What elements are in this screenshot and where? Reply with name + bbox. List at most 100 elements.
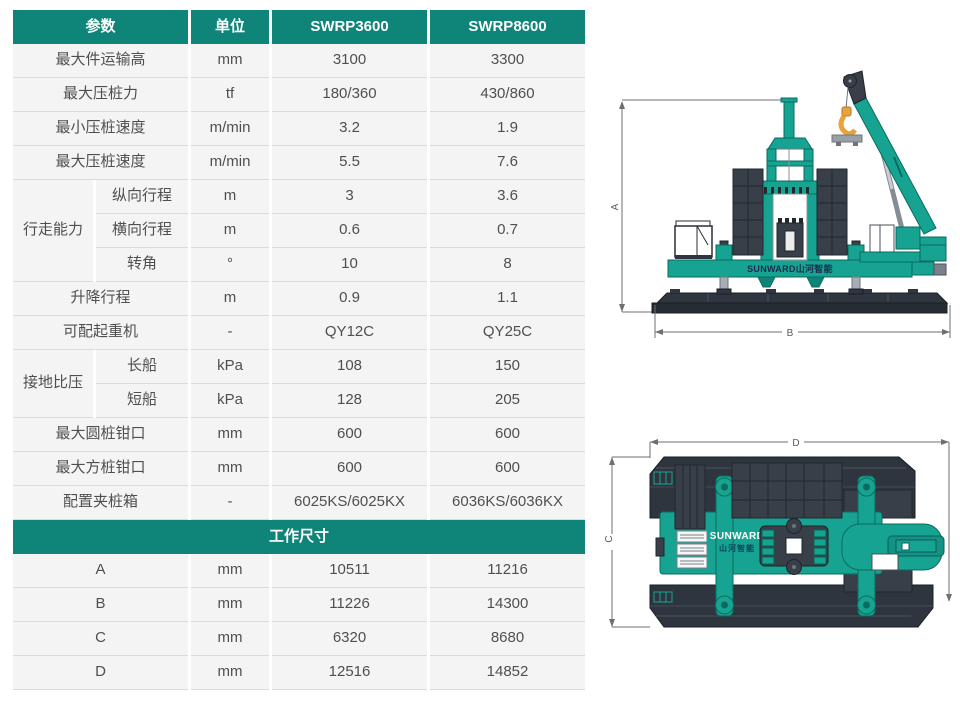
spec-row: 转角 ° 10 8 bbox=[13, 248, 585, 282]
spec-row: 接地比压 长船 kPa 108 150 bbox=[13, 350, 585, 418]
param-cell: 短船 bbox=[96, 384, 188, 418]
dim-d-label: D bbox=[792, 438, 799, 449]
value-cell-swrp3600: 10 bbox=[272, 248, 427, 282]
param-cell: 最小压桩速度 bbox=[13, 112, 188, 146]
value-cell-swrp3600: 0.6 bbox=[272, 214, 427, 248]
spec-row: 最大方桩钳口 mm 600 600 bbox=[13, 452, 585, 486]
param-cell: 最大压桩速度 bbox=[13, 146, 188, 180]
spec-row: 可配起重机 - QY12C QY25C bbox=[13, 316, 585, 350]
spec-row: 最大压桩速度 m/min 5.5 7.6 bbox=[13, 146, 585, 180]
engine-grilles-plan bbox=[676, 530, 708, 569]
dim-line-d bbox=[649, 441, 950, 596]
dim-unit-cell: mm bbox=[191, 622, 269, 656]
dim-value-cell-swrp3600: 11226 bbox=[272, 588, 427, 622]
param-cell: 长船 bbox=[96, 350, 188, 384]
brand-logo-top-line2: 山河智能 bbox=[719, 543, 755, 553]
unit-cell: - bbox=[191, 486, 269, 520]
dim-unit-cell: mm bbox=[191, 656, 269, 690]
spec-row: 最大压桩力 tf 180/360 430/860 bbox=[13, 78, 585, 112]
param-cell: 横向行程 bbox=[96, 214, 188, 248]
unit-cell: m/min bbox=[191, 146, 269, 180]
group-label-cell: 行走能力 bbox=[13, 180, 93, 282]
machine-side-view-drawing: A SUNWARD山河智能 bbox=[606, 70, 951, 339]
value-cell-swrp8600: 600 bbox=[430, 452, 585, 486]
crane-tail-box bbox=[919, 236, 947, 262]
dim-line-b bbox=[654, 305, 951, 338]
dim-unit-cell: mm bbox=[191, 588, 269, 622]
dim-a-label-bg bbox=[606, 201, 620, 219]
value-cell-swrp8600: 430/860 bbox=[430, 78, 585, 112]
unit-cell: mm bbox=[191, 452, 269, 486]
counterweight-stack-side bbox=[732, 168, 848, 256]
unit-cell: kPa bbox=[191, 350, 269, 384]
param-cell: 最大件运输高 bbox=[13, 44, 188, 78]
value-cell-swrp8600: 205 bbox=[430, 384, 585, 418]
value-cell-swrp3600: 0.9 bbox=[272, 282, 427, 316]
unit-cell: m bbox=[191, 180, 269, 214]
value-cell-swrp8600: 150 bbox=[430, 350, 585, 384]
spec-row: 最大件运输高 mm 3100 3300 bbox=[13, 44, 585, 78]
dim-a-label: A bbox=[610, 203, 621, 210]
spec-row: 短船 kPa 128 205 bbox=[13, 384, 585, 418]
unit-cell: tf bbox=[191, 78, 269, 112]
platform-left-detail bbox=[655, 537, 665, 557]
machine-top-view-drawing: D C bbox=[604, 438, 952, 628]
dim-param-cell: D bbox=[13, 656, 188, 690]
param-cell: 最大压桩力 bbox=[13, 78, 188, 112]
operator-cab-side bbox=[674, 220, 713, 259]
column-header-param: 参数 bbox=[13, 10, 188, 44]
support-jacks-side bbox=[715, 240, 865, 295]
value-cell-swrp8600: 8 bbox=[430, 248, 585, 282]
dim-value-cell-swrp3600: 12516 bbox=[272, 656, 427, 690]
column-header-model2: SWRP8600 bbox=[430, 10, 585, 44]
crane-side bbox=[831, 70, 947, 263]
param-cell: 转角 bbox=[96, 248, 188, 282]
value-cell-swrp8600: 0.7 bbox=[430, 214, 585, 248]
value-cell-swrp3600: 3.2 bbox=[272, 112, 427, 146]
value-cell-swrp3600: 3100 bbox=[272, 44, 427, 78]
unit-cell: m bbox=[191, 214, 269, 248]
dim-line-c bbox=[611, 456, 650, 628]
dim-param-cell: A bbox=[13, 554, 188, 588]
value-cell-swrp3600: 6025KS/6025KX bbox=[272, 486, 427, 520]
spec-row: 升降行程 m 0.9 1.1 bbox=[13, 282, 585, 316]
dim-value-cell-swrp3600: 10511 bbox=[272, 554, 427, 588]
unit-cell: kPa bbox=[191, 384, 269, 418]
value-cell-swrp8600: 3.6 bbox=[430, 180, 585, 214]
unit-cell: m bbox=[191, 282, 269, 316]
brand-logo-top-line1: SUNWARD bbox=[710, 531, 764, 542]
spec-table: 参数 单位 SWRP3600 SWRP8600 最大件运输高 mm 3100 3300… bbox=[10, 10, 588, 690]
dim-param-cell: C bbox=[13, 622, 188, 656]
unit-cell: mm bbox=[191, 44, 269, 78]
unit-cell: mm bbox=[191, 418, 269, 452]
value-cell-swrp3600: 128 bbox=[272, 384, 427, 418]
value-cell-swrp8600: 3300 bbox=[430, 44, 585, 78]
value-cell-swrp3600: 5.5 bbox=[272, 146, 427, 180]
dim-value-cell-swrp3600: 6320 bbox=[272, 622, 427, 656]
param-cell: 最大方桩钳口 bbox=[13, 452, 188, 486]
crane-hook bbox=[831, 106, 863, 146]
column-header-model1: SWRP3600 bbox=[272, 10, 427, 44]
unit-cell: - bbox=[191, 316, 269, 350]
value-cell-swrp3600: 180/360 bbox=[272, 78, 427, 112]
value-cell-swrp8600: 1.1 bbox=[430, 282, 585, 316]
value-cell-swrp8600: 600 bbox=[430, 418, 585, 452]
press-mast-side bbox=[754, 97, 826, 261]
value-cell-swrp3600: 3 bbox=[272, 180, 427, 214]
value-cell-swrp8600: QY25C bbox=[430, 316, 585, 350]
spec-row: 最小压桩速度 m/min 3.2 1.9 bbox=[13, 112, 585, 146]
dim-value-cell-swrp8600: 14300 bbox=[430, 588, 585, 622]
main-beam-side: SUNWARD山河智能 bbox=[667, 259, 947, 288]
unit-cell: ° bbox=[191, 248, 269, 282]
dim-c-label: C bbox=[604, 535, 615, 542]
spec-table-container: 参数 单位 SWRP3600 SWRP8600 最大件运输高 mm 3100 3300… bbox=[10, 10, 588, 690]
dim-value-cell-swrp8600: 8680 bbox=[430, 622, 585, 656]
value-cell-swrp8600: 7.6 bbox=[430, 146, 585, 180]
column-header-unit: 单位 bbox=[191, 10, 269, 44]
crane-plan bbox=[841, 523, 945, 571]
value-cell-swrp3600: 108 bbox=[272, 350, 427, 384]
brand-logo-side: SUNWARD山河智能 bbox=[747, 263, 833, 274]
